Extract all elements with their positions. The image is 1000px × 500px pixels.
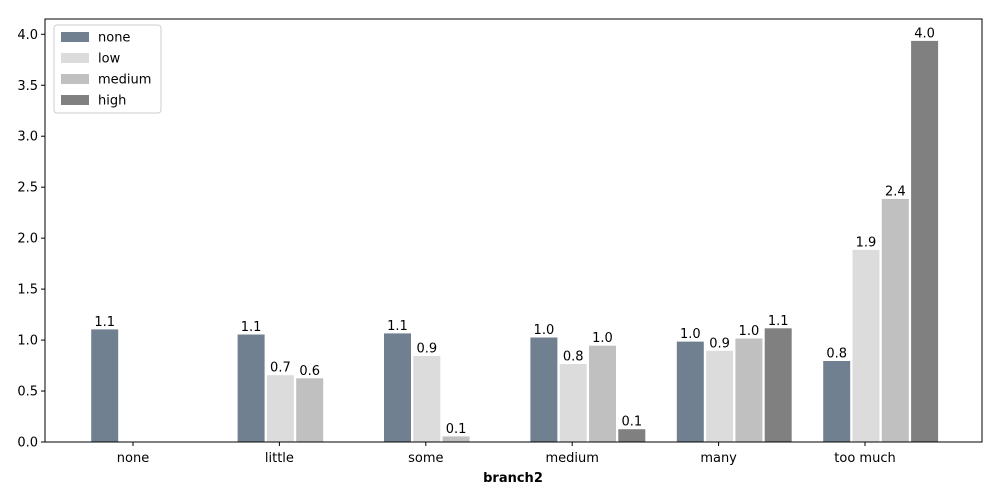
data-label: 0.6 xyxy=(299,364,320,379)
data-label: 0.8 xyxy=(563,350,584,365)
data-label: 1.0 xyxy=(592,331,613,346)
data-label: 0.1 xyxy=(446,422,467,437)
bar-low-little xyxy=(265,374,295,443)
data-labels-layer: 1.1 1.1 1.1 1.0 1.0 0.8 0.7 0.9 0.8 0.9 1.9 0.6 0.1 1… xyxy=(94,26,935,437)
data-label: 1.1 xyxy=(768,314,789,329)
bar-low-many xyxy=(705,349,735,443)
data-label: 2.4 xyxy=(885,184,906,199)
bar-low-some xyxy=(412,354,442,443)
bar-medium-little xyxy=(295,377,325,443)
bar-low-too-much xyxy=(851,248,881,443)
bar-high-too-much xyxy=(910,39,940,443)
bar-medium-medium xyxy=(588,344,617,443)
data-label: 0.7 xyxy=(270,361,291,376)
data-label: 0.9 xyxy=(416,341,437,356)
y-tick-label: 2.0 xyxy=(17,232,38,247)
data-label: 0.8 xyxy=(826,347,847,362)
x-tick-label: little xyxy=(265,451,294,466)
y-tick-label: 3.5 xyxy=(17,79,38,94)
y-tick-label: 4.0 xyxy=(17,28,38,43)
bar-none-too-much xyxy=(822,360,852,443)
y-tick-label: 2.5 xyxy=(17,181,38,196)
y-tick-label: 1.5 xyxy=(17,283,38,298)
x-tick-label: too much xyxy=(834,451,895,466)
data-label: 1.0 xyxy=(680,327,701,342)
data-label: 1.1 xyxy=(387,319,408,334)
bar-medium-too-much xyxy=(880,197,910,443)
data-label: 4.0 xyxy=(914,26,935,41)
bar-medium-many xyxy=(734,337,764,443)
x-tick-label: many xyxy=(700,451,737,466)
data-label: 1.1 xyxy=(94,315,115,330)
x-tick-label: medium xyxy=(545,451,598,466)
data-label: 1.0 xyxy=(739,324,760,339)
axes-layer: 0.0 0.5 1.0 1.5 2.0 2.5 3.0 3.5 4.0 none little som… xyxy=(17,18,983,466)
data-label: 1.9 xyxy=(856,235,877,250)
legend-swatch-none xyxy=(61,32,89,42)
bar-none-some xyxy=(383,332,412,443)
legend-label-none: none xyxy=(98,31,130,46)
data-label: 1.1 xyxy=(241,320,262,335)
plot-frame xyxy=(44,18,983,443)
y-tick-label: 1.0 xyxy=(17,334,38,349)
legend: none low medium high xyxy=(53,24,162,114)
bar-none-medium xyxy=(529,336,559,443)
y-tick-label: 3.0 xyxy=(17,130,38,145)
bar-high-medium xyxy=(617,428,647,443)
bar-none-many xyxy=(675,340,705,443)
legend-label-medium: medium xyxy=(98,73,151,88)
bar-none-little xyxy=(236,333,266,443)
legend-swatch-medium xyxy=(61,74,89,84)
x-axis-title: branch2 xyxy=(483,471,543,486)
x-tick-label: some xyxy=(408,451,443,466)
bars-layer xyxy=(90,39,940,443)
legend-box xyxy=(53,24,162,114)
bar-none-none xyxy=(90,328,120,443)
bar-low-medium xyxy=(558,363,588,443)
legend-swatch-low xyxy=(61,53,89,63)
legend-label-high: high xyxy=(98,94,126,109)
data-label: 0.1 xyxy=(621,415,642,430)
legend-swatch-high xyxy=(61,95,89,105)
y-tick-label: 0.5 xyxy=(17,385,38,400)
x-tick-label: none xyxy=(117,451,149,466)
legend-label-low: low xyxy=(98,52,121,67)
bar-high-many xyxy=(763,327,793,443)
data-label: 1.0 xyxy=(534,323,555,338)
y-tick-label: 0.0 xyxy=(17,436,38,451)
data-label: 0.9 xyxy=(709,336,730,351)
